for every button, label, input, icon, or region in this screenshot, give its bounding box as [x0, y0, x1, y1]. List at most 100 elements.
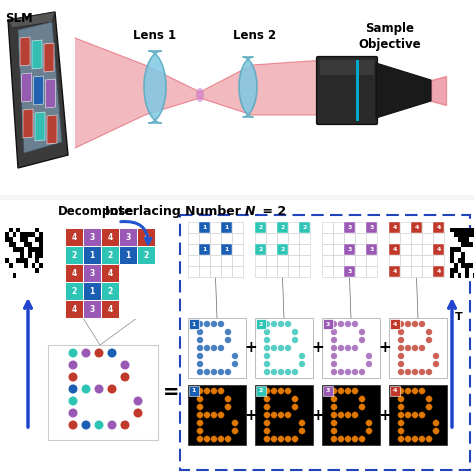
Text: 1: 1	[192, 389, 196, 393]
Text: 3: 3	[326, 321, 330, 327]
Text: 4: 4	[393, 389, 397, 393]
Bar	[188, 318, 246, 378]
Circle shape	[218, 345, 224, 351]
Circle shape	[69, 396, 78, 405]
Bar	[320, 60, 374, 75]
Text: 3: 3	[90, 268, 95, 277]
Circle shape	[331, 337, 337, 343]
Text: 2: 2	[72, 250, 77, 259]
Text: = 2: = 2	[258, 205, 286, 218]
Bar	[188, 266, 199, 277]
Circle shape	[352, 345, 358, 351]
Bar	[188, 385, 246, 445]
Bar	[83, 228, 101, 246]
Circle shape	[405, 345, 411, 351]
Bar	[266, 266, 277, 277]
Polygon shape	[46, 79, 55, 108]
Bar	[333, 222, 344, 233]
Bar	[65, 228, 83, 246]
Bar	[221, 244, 232, 255]
Bar	[199, 222, 210, 233]
Circle shape	[405, 412, 411, 418]
Text: Sample
Objective: Sample Objective	[359, 22, 421, 51]
Circle shape	[426, 396, 432, 402]
Circle shape	[197, 388, 203, 394]
Circle shape	[366, 361, 372, 367]
Circle shape	[433, 420, 439, 426]
Bar	[333, 255, 344, 266]
Bar	[322, 255, 333, 266]
Ellipse shape	[196, 88, 204, 102]
Bar	[101, 282, 119, 300]
Polygon shape	[35, 112, 45, 141]
Text: 1: 1	[126, 250, 131, 259]
Text: 4: 4	[143, 233, 149, 241]
Bar	[299, 222, 310, 233]
Circle shape	[412, 412, 418, 418]
Bar	[83, 246, 101, 264]
Polygon shape	[144, 51, 166, 123]
Bar	[433, 244, 444, 255]
Text: 4: 4	[108, 268, 113, 277]
Polygon shape	[23, 109, 33, 138]
Circle shape	[211, 388, 217, 394]
Circle shape	[285, 436, 291, 442]
Bar	[400, 266, 411, 277]
Circle shape	[232, 428, 238, 434]
Bar	[333, 244, 344, 255]
Circle shape	[331, 345, 337, 351]
Bar	[366, 233, 377, 244]
Bar	[221, 255, 232, 266]
Text: 3: 3	[369, 225, 374, 230]
Bar	[389, 244, 400, 255]
Circle shape	[419, 436, 425, 442]
Circle shape	[419, 345, 425, 351]
Bar	[256, 386, 266, 396]
Bar	[288, 266, 299, 277]
Bar	[288, 233, 299, 244]
Bar	[400, 222, 411, 233]
Circle shape	[197, 420, 203, 426]
Bar	[101, 228, 119, 246]
Bar	[389, 233, 400, 244]
Bar	[232, 222, 243, 233]
Bar	[366, 244, 377, 255]
Circle shape	[331, 412, 337, 418]
Circle shape	[204, 388, 210, 394]
Text: Lens 1: Lens 1	[134, 29, 176, 42]
Text: 2: 2	[258, 225, 263, 230]
Circle shape	[197, 428, 203, 434]
Text: 4: 4	[108, 233, 113, 241]
Circle shape	[359, 369, 365, 375]
Text: 3: 3	[347, 269, 352, 274]
Text: 1: 1	[90, 250, 95, 259]
Bar	[119, 282, 137, 300]
Text: 2: 2	[302, 225, 307, 230]
Circle shape	[285, 369, 291, 375]
Circle shape	[398, 329, 404, 335]
Circle shape	[94, 348, 103, 357]
FancyBboxPatch shape	[317, 56, 377, 124]
Circle shape	[264, 404, 270, 410]
Bar	[199, 244, 210, 255]
Bar	[356, 60, 359, 121]
Circle shape	[292, 404, 298, 410]
Circle shape	[264, 412, 270, 418]
Text: 4: 4	[392, 247, 397, 252]
Bar	[101, 264, 119, 282]
Circle shape	[426, 329, 432, 335]
Bar	[390, 319, 400, 329]
Text: +: +	[379, 340, 392, 356]
Bar	[400, 244, 411, 255]
Text: 2: 2	[143, 250, 149, 259]
Bar	[277, 266, 288, 277]
Circle shape	[264, 353, 270, 359]
Bar	[221, 222, 232, 233]
Bar	[411, 222, 422, 233]
Circle shape	[264, 345, 270, 351]
Bar	[255, 318, 313, 378]
Circle shape	[331, 404, 337, 410]
Bar	[299, 255, 310, 266]
Bar	[355, 222, 366, 233]
Circle shape	[232, 420, 238, 426]
